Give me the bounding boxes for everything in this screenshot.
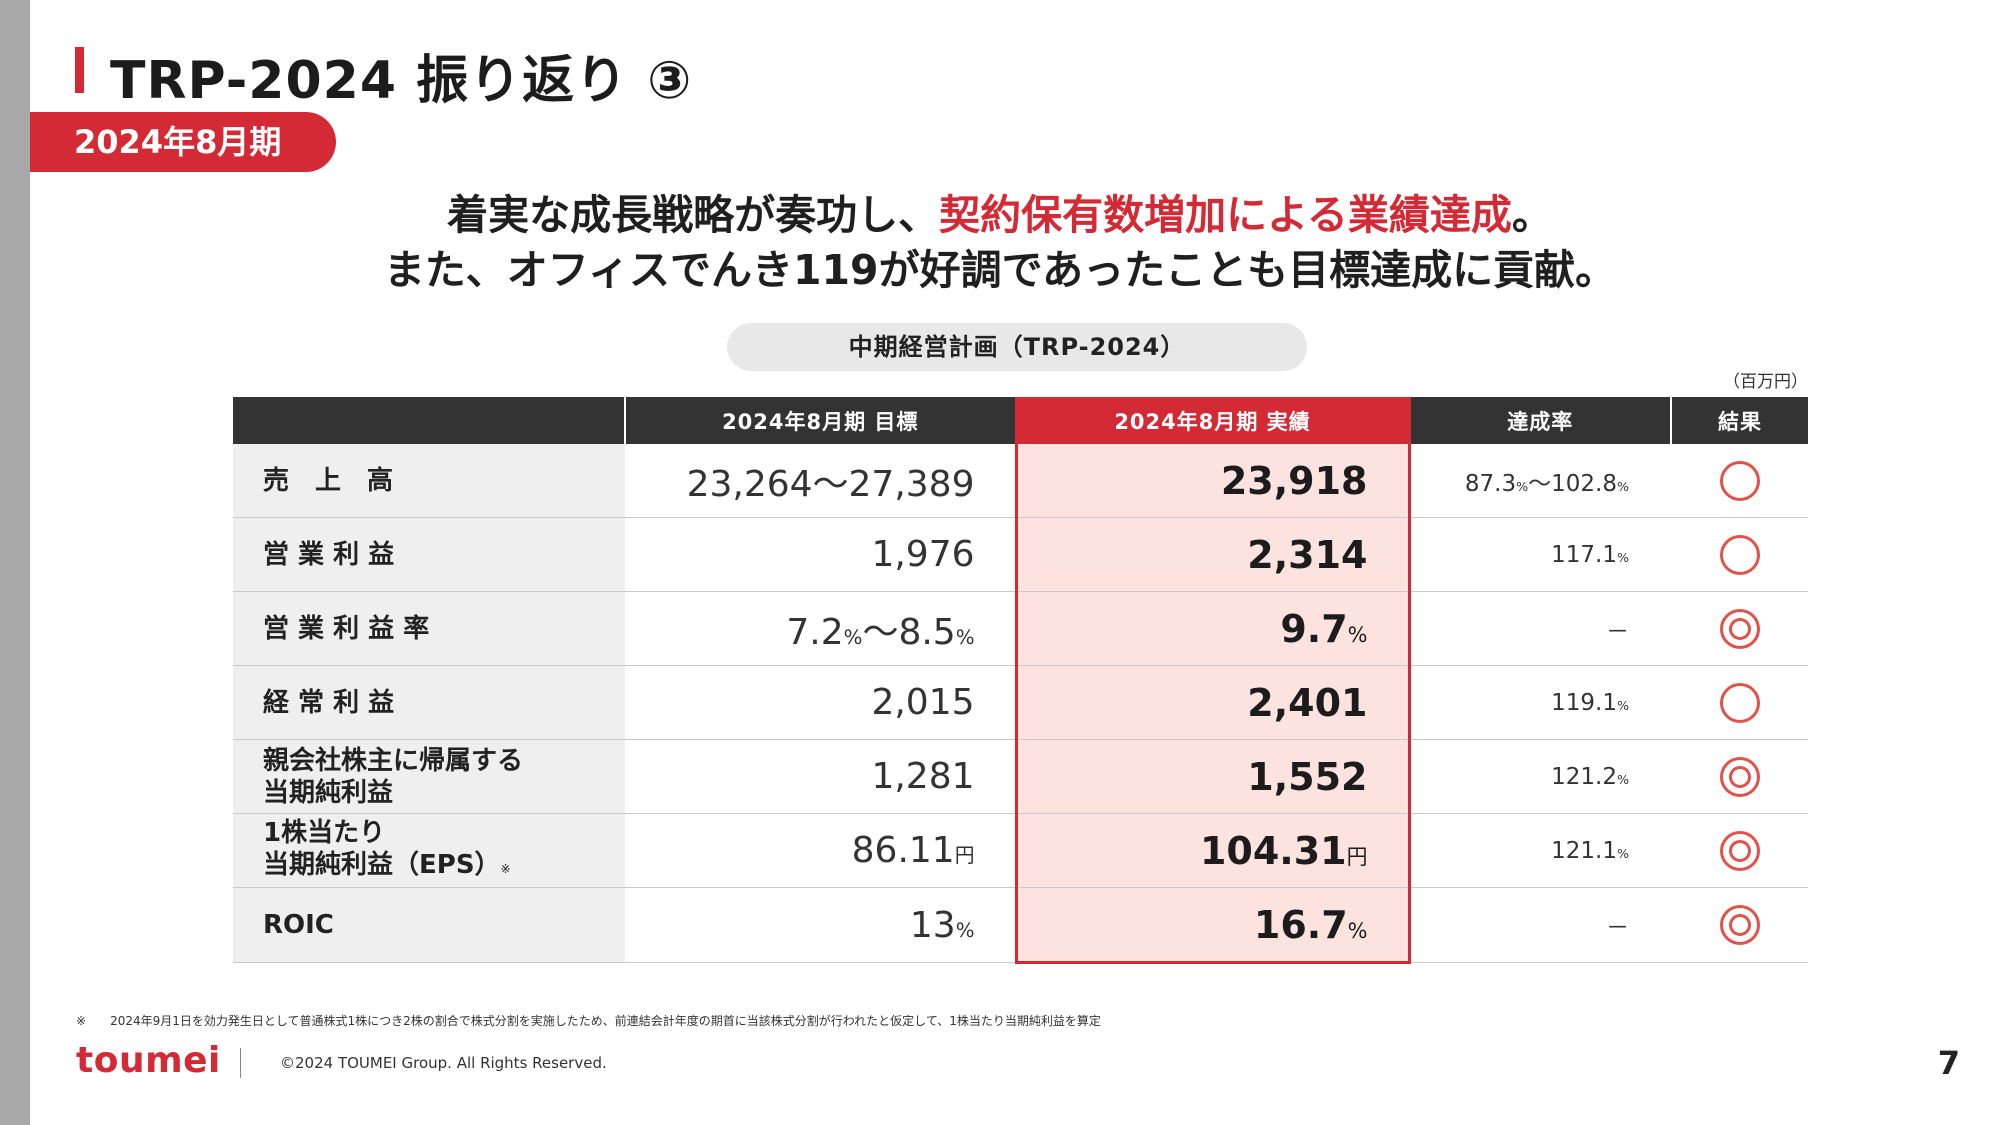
footer-divider [240,1048,241,1078]
headline-line-1: 着実な成長戦略が奏功し、契約保有数増加による業績達成。 [447,191,1553,239]
row-target: 7.2%～8.5% [625,591,1016,666]
row-actual: 16.7% [1014,887,1411,964]
row-result [1671,517,1808,592]
kpi-table: 2024年8月期 目標 2024年8月期 実績 達成率 結果 売 上 高 23,… [233,397,1808,964]
table-row: 売 上 高 23,264～27,389 23,918 87.3%～102.8% [233,444,1808,518]
single-circle-icon [1719,534,1760,575]
table-row: 親会社株主に帰属する 当期純利益 1,281 1,552 121.2% [233,739,1808,814]
row-actual: 2,401 [1014,665,1411,740]
row-item: 営 業 利 益 率 [233,591,625,666]
period-badge: 2024年8月期 [30,112,336,172]
table-header-row: 2024年8月期 目標 2024年8月期 実績 達成率 結果 [233,397,1808,444]
single-circle-icon [1719,460,1760,501]
row-rate: 121.2% [1409,739,1671,814]
row-result [1671,444,1808,518]
toumei-logo: toumei [76,1040,221,1081]
left-edge-strip [0,0,30,1125]
row-target: 23,264～27,389 [625,444,1016,518]
double-circle-icon [1719,756,1760,797]
row-rate: 117.1% [1409,517,1671,592]
row-target: 1,976 [625,517,1016,592]
headline-line-2: また、オフィスでんき119が好調であったことも目標達成に貢献。 [383,246,1617,294]
row-result [1671,739,1808,814]
row-item: ROIC [233,887,625,963]
plan-label-pill: 中期経営計画（TRP-2024） [727,323,1307,371]
row-item: 経 常 利 益 [233,665,625,740]
unit-label: （百万円） [1723,372,1808,392]
page-title: TRP-2024 振り返り ③ [110,51,693,111]
header-target: 2024年8月期 目標 [624,397,1016,444]
footnote-marker: ※ [500,861,511,876]
page-number: 7 [1937,1044,1960,1082]
double-circle-icon [1719,830,1760,871]
row-rate: 119.1% [1409,665,1671,740]
title-accent-bar [75,47,84,93]
row-rate: 87.3%～102.8% [1409,444,1671,518]
footnote: ※ 2024年9月1日を効力発生日として普通株式1株につき2株の割合で株式分割を実… [76,1014,1101,1028]
copyright: ©2024 TOUMEI Group. All Rights Reserved. [280,1054,607,1072]
header-actual: 2024年8月期 実績 [1014,397,1411,444]
row-target: 2,015 [625,665,1016,740]
table-row: ROIC 13% 16.7% － [233,887,1808,964]
row-result [1671,591,1808,666]
row-actual: 104.31円 [1014,813,1411,888]
table-row: 営 業 利 益 1,976 2,314 117.1% [233,517,1808,592]
table-row: 経 常 利 益 2,015 2,401 119.1% [233,665,1808,740]
row-item: 1株当たり 当期純利益（EPS）※ [233,813,625,888]
row-result [1671,665,1808,740]
row-item: 売 上 高 [233,444,625,518]
row-rate: 121.1% [1409,813,1671,888]
row-result [1671,887,1808,963]
row-target: 13% [625,887,1016,963]
row-rate: － [1409,887,1671,963]
double-circle-icon [1719,905,1760,945]
row-item: 営 業 利 益 [233,517,625,592]
row-target: 1,281 [625,739,1016,814]
headline-accent: 契約保有数増加による業績達成 [939,191,1512,239]
header-result: 結果 [1670,397,1808,444]
row-actual: 23,918 [1014,444,1411,518]
header-item [233,397,625,444]
table-row: 営 業 利 益 率 7.2%～8.5% 9.7% － [233,591,1808,666]
single-circle-icon [1719,682,1760,723]
row-actual: 1,552 [1014,739,1411,814]
row-result [1671,813,1808,888]
table-row: 1株当たり 当期純利益（EPS）※ 86.11円 104.31円 121.1% [233,813,1808,888]
row-actual: 9.7% [1014,591,1411,666]
row-item: 親会社株主に帰属する 当期純利益 [233,739,625,814]
row-rate: － [1409,591,1671,666]
row-target: 86.11円 [625,813,1016,888]
double-circle-icon [1719,608,1760,649]
row-actual: 2,314 [1014,517,1411,592]
header-rate: 達成率 [1408,397,1671,444]
